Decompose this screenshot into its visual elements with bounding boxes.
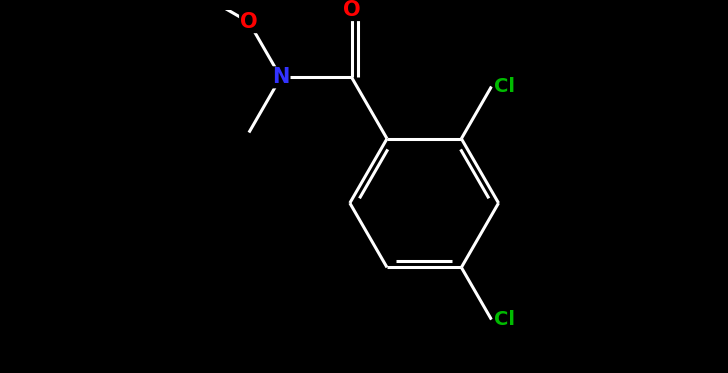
Text: O: O <box>240 12 258 32</box>
Text: Cl: Cl <box>494 310 515 329</box>
Text: O: O <box>343 0 360 20</box>
Text: N: N <box>272 68 290 87</box>
Text: Cl: Cl <box>494 77 515 96</box>
